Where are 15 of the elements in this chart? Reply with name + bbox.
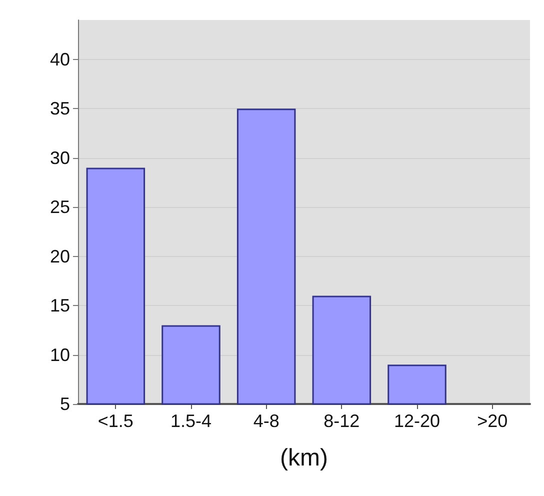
y-tick-label: 20 bbox=[50, 246, 70, 266]
x-axis-title: (km) bbox=[280, 444, 328, 472]
x-tick-label: 4-8 bbox=[253, 411, 280, 431]
x-tick-label: 12-20 bbox=[394, 411, 440, 431]
y-tick-label: 35 bbox=[50, 98, 70, 119]
x-tick-label: 8-12 bbox=[324, 411, 360, 431]
x-tick-label: >20 bbox=[477, 411, 508, 431]
y-tick-label: 5 bbox=[60, 394, 70, 414]
y-tick-label: 25 bbox=[50, 197, 70, 218]
y-tick-label: 10 bbox=[50, 344, 70, 365]
y-tick-label: 15 bbox=[50, 296, 70, 316]
x-tick-label: <1.5 bbox=[98, 411, 134, 431]
x-tick-label: 1.5-4 bbox=[170, 411, 212, 431]
y-tick-label: 30 bbox=[50, 148, 70, 168]
y-tick-label: 40 bbox=[50, 49, 70, 70]
